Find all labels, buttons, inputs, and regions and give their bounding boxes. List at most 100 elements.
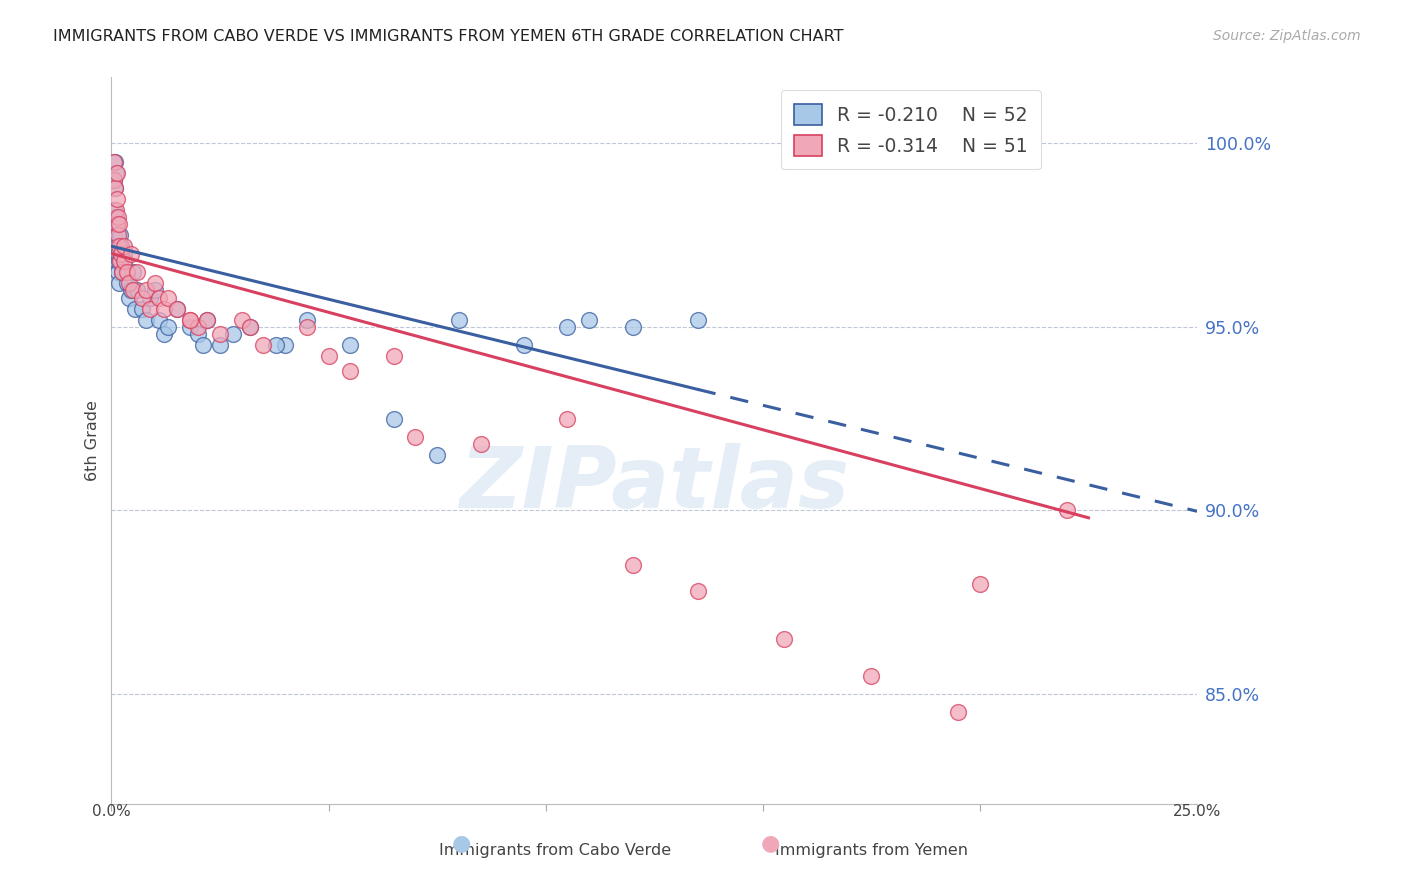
Text: Source: ZipAtlas.com: Source: ZipAtlas.com: [1213, 29, 1361, 44]
Point: [156, 320, 179, 334]
Point: [114, 239, 136, 253]
Point: [111, 265, 134, 279]
Point: [118, 291, 141, 305]
Point: [104, 180, 127, 194]
Point: [139, 291, 162, 305]
Point: [231, 312, 253, 326]
Point: [112, 254, 135, 268]
Point: [120, 283, 142, 297]
Point: [107, 265, 129, 279]
Point: [686, 584, 709, 599]
Point: [557, 411, 579, 425]
Point: [195, 312, 218, 326]
Point: [103, 173, 125, 187]
Point: [115, 265, 138, 279]
Point: [148, 312, 170, 326]
Point: [513, 338, 536, 352]
Point: [179, 320, 201, 334]
Point: [107, 210, 129, 224]
Point: [103, 228, 125, 243]
Point: [152, 301, 174, 316]
Point: [195, 312, 218, 326]
Text: Immigrants from Yemen: Immigrants from Yemen: [775, 843, 969, 858]
Point: [111, 265, 134, 279]
Point: [1056, 503, 1078, 517]
Point: [120, 246, 142, 260]
Point: [110, 239, 132, 253]
Point: [266, 338, 288, 352]
Point: [252, 338, 274, 352]
Point: [621, 558, 644, 573]
Point: [166, 301, 188, 316]
Point: [107, 239, 129, 253]
Point: [318, 349, 340, 363]
Point: [239, 320, 262, 334]
Point: [114, 246, 136, 260]
Point: [107, 276, 129, 290]
Point: [382, 411, 405, 425]
Point: [118, 276, 141, 290]
Point: [105, 217, 128, 231]
Point: [135, 283, 157, 297]
Point: [143, 276, 166, 290]
Point: [103, 173, 125, 187]
Point: [166, 301, 188, 316]
Point: [382, 349, 405, 363]
Point: [447, 312, 470, 326]
Point: [104, 154, 127, 169]
Point: [239, 320, 262, 334]
Point: [127, 283, 149, 297]
Point: [148, 291, 170, 305]
Point: [274, 338, 297, 352]
Point: [107, 228, 129, 243]
Point: [108, 217, 131, 231]
Point: [135, 312, 157, 326]
Point: [187, 320, 209, 334]
Point: [208, 327, 231, 342]
Point: [686, 312, 709, 326]
Point: [112, 254, 135, 268]
Text: IMMIGRANTS FROM CABO VERDE VS IMMIGRANTS FROM YEMEN 6TH GRADE CORRELATION CHART: IMMIGRANTS FROM CABO VERDE VS IMMIGRANTS…: [53, 29, 844, 45]
Point: [122, 265, 145, 279]
Point: [105, 239, 128, 253]
Point: [470, 437, 492, 451]
Point: [122, 283, 145, 297]
Point: [295, 320, 318, 334]
Point: [105, 192, 128, 206]
Point: [104, 180, 127, 194]
Text: 25.0%: 25.0%: [1173, 804, 1222, 819]
Y-axis label: 6th Grade: 6th Grade: [86, 401, 100, 481]
Text: ●: ●: [761, 833, 780, 853]
Legend: R = -0.210    N = 52, R = -0.314    N = 51: R = -0.210 N = 52, R = -0.314 N = 51: [782, 90, 1040, 169]
Point: [127, 265, 149, 279]
Point: [948, 706, 970, 720]
Point: [105, 166, 128, 180]
Point: [222, 327, 245, 342]
Point: [103, 202, 125, 217]
Point: [187, 327, 209, 342]
Point: [860, 668, 883, 682]
Point: [108, 254, 131, 268]
Text: ●: ●: [451, 833, 471, 853]
Point: [104, 166, 127, 180]
Text: 0.0%: 0.0%: [91, 804, 131, 819]
Point: [179, 312, 201, 326]
Point: [404, 430, 426, 444]
Text: Immigrants from Cabo Verde: Immigrants from Cabo Verde: [439, 843, 672, 858]
Point: [156, 291, 179, 305]
Point: [124, 301, 146, 316]
Point: [105, 202, 128, 217]
Point: [131, 301, 153, 316]
Point: [152, 327, 174, 342]
Point: [208, 338, 231, 352]
Point: [108, 254, 131, 268]
Point: [191, 338, 214, 352]
Point: [773, 632, 796, 646]
Point: [339, 338, 361, 352]
Point: [426, 449, 449, 463]
Point: [578, 312, 600, 326]
Point: [115, 276, 138, 290]
Text: ZIPatlas: ZIPatlas: [460, 442, 849, 525]
Point: [143, 283, 166, 297]
Point: [179, 312, 201, 326]
